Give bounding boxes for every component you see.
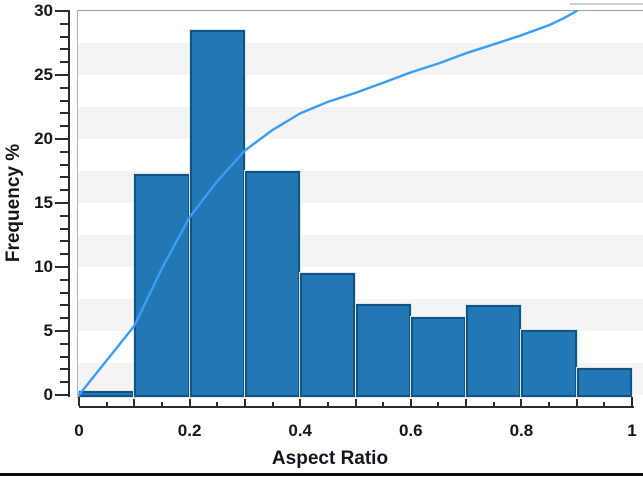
x-end-tick <box>631 397 633 406</box>
x-axis-line <box>79 406 634 408</box>
histogram-bar <box>355 304 411 397</box>
x-minor-tick <box>271 402 274 406</box>
x-minor-tick <box>603 402 606 406</box>
y-minor-tick <box>60 240 69 243</box>
y-tick-label: 5 <box>43 321 53 340</box>
y-tick-label: 10 <box>34 257 53 276</box>
histogram-bar <box>466 305 522 397</box>
x-tick-label: 0.6 <box>398 421 423 440</box>
y-minor-tick <box>60 291 69 294</box>
y-minor-tick <box>60 368 69 371</box>
x-minor-tick <box>437 402 440 406</box>
bottom-edge-bar <box>0 473 643 476</box>
y-minor-tick <box>60 176 69 179</box>
x-tick-label: 0 <box>74 421 84 440</box>
y-minor-tick <box>60 227 69 230</box>
cumulative-line-svg <box>77 9 578 397</box>
y-major-tick <box>55 138 69 140</box>
histogram-bar <box>576 368 632 397</box>
y-minor-tick <box>60 86 69 89</box>
x-major-tick <box>520 399 523 406</box>
x-major-tick <box>465 399 468 406</box>
top-right-edge-line <box>570 3 643 5</box>
x-minor-tick <box>326 402 329 406</box>
y-minor-tick <box>60 278 69 281</box>
y-major-tick <box>55 10 69 12</box>
y-tick-label: 25 <box>34 65 53 84</box>
histogram-bar <box>300 273 356 397</box>
y-minor-tick <box>60 48 69 51</box>
y-tick-label: 0 <box>43 385 53 404</box>
y-axis-title: Frequency % <box>3 143 24 263</box>
histogram-bar <box>410 316 467 397</box>
x-major-tick <box>243 399 246 406</box>
x-end-tick <box>78 397 80 406</box>
y-major-tick <box>55 74 69 76</box>
histogram-bar <box>134 173 190 397</box>
plot-area <box>77 9 643 398</box>
x-axis-title: Aspect Ratio <box>271 448 389 469</box>
x-tick-label: 0.8 <box>509 421 534 440</box>
y-minor-tick <box>60 381 69 384</box>
histogram-bar <box>244 171 301 397</box>
y-minor-tick <box>60 125 69 128</box>
y-tick-label: 20 <box>34 129 53 148</box>
y-minor-tick <box>60 112 69 115</box>
y-tick-label: 30 <box>34 1 53 20</box>
histogram-bar <box>521 329 577 397</box>
x-minor-tick <box>105 402 108 406</box>
y-major-tick <box>55 266 69 268</box>
y-minor-tick <box>60 304 69 307</box>
x-major-tick <box>133 399 136 406</box>
y-major-tick <box>55 330 69 332</box>
x-minor-tick <box>548 402 551 406</box>
x-major-tick <box>409 399 412 406</box>
y-minor-tick <box>60 35 69 38</box>
x-minor-tick <box>382 402 385 406</box>
y-minor-tick <box>60 189 69 192</box>
y-axis-line <box>68 10 70 397</box>
y-major-tick <box>55 202 69 204</box>
y-tick-label: 15 <box>34 193 53 212</box>
x-major-tick <box>354 399 357 406</box>
y-minor-tick <box>60 61 69 64</box>
cumulative-line <box>77 9 578 397</box>
y-minor-tick <box>60 253 69 256</box>
y-minor-tick <box>60 342 69 345</box>
y-minor-tick <box>60 99 69 102</box>
y-minor-tick <box>60 163 69 166</box>
x-tick-label: 0.2 <box>177 421 202 440</box>
y-major-tick <box>55 394 69 396</box>
x-minor-tick <box>492 402 495 406</box>
y-minor-tick <box>60 22 69 25</box>
x-major-tick <box>299 399 302 406</box>
y-minor-tick <box>60 150 69 153</box>
x-tick-label: 0.4 <box>288 421 312 440</box>
x-minor-tick <box>160 402 163 406</box>
x-tick-label: 1 <box>627 421 637 440</box>
y-minor-tick <box>60 317 69 320</box>
y-minor-tick <box>60 214 69 217</box>
x-major-tick <box>575 399 578 406</box>
x-minor-tick <box>216 402 219 406</box>
histogram-bar <box>189 30 245 397</box>
y-minor-tick <box>60 355 69 358</box>
x-major-tick <box>188 399 191 406</box>
